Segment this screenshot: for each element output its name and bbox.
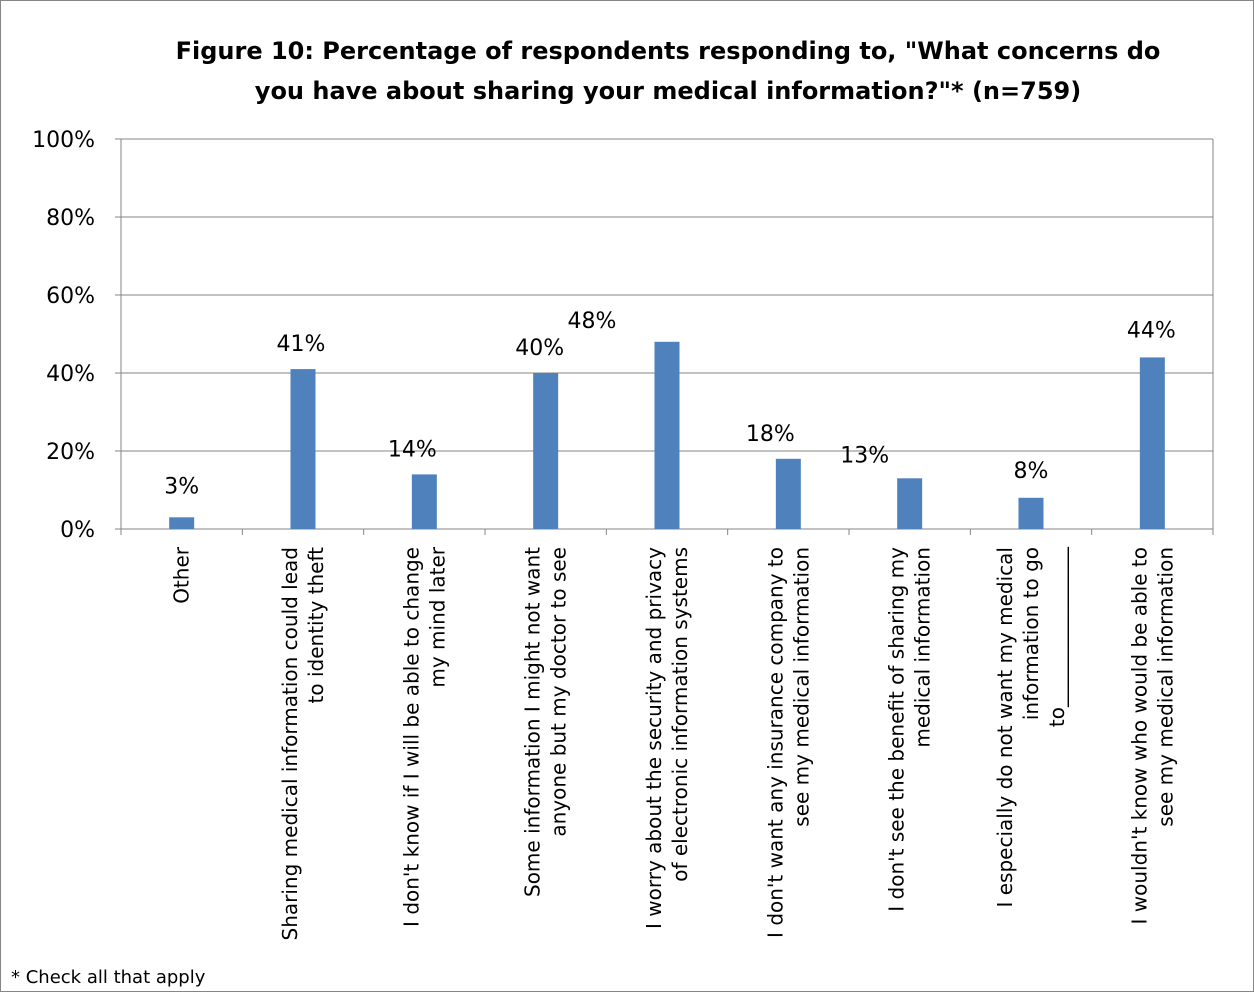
- data-label: 40%: [515, 336, 564, 361]
- data-labels: 3% 41% 14% 40%48% 18% 13% 8% 44%: [164, 309, 1176, 500]
- bar: [897, 478, 923, 529]
- y-tick-label: 20%: [46, 440, 95, 465]
- bar: [169, 517, 195, 529]
- data-label: 48%: [568, 309, 617, 334]
- chart-title-line: Figure 10: Percentage of respondents res…: [176, 37, 1161, 65]
- category-label: information to go: [1019, 547, 1043, 720]
- bar: [1139, 357, 1165, 529]
- footnote: * Check all that apply: [11, 967, 206, 988]
- data-label: 13%: [840, 443, 889, 468]
- category-label: medical information: [911, 547, 935, 748]
- category-label: of electronic information systems: [668, 547, 692, 882]
- data-label: 8%: [1014, 459, 1049, 484]
- category-label: I don't see the benefit of sharing my: [885, 547, 909, 912]
- y-axis-ticks: 0% 20% 40% 60% 80% 100%: [32, 128, 95, 543]
- bar: [290, 369, 316, 529]
- bar: [775, 458, 801, 529]
- y-tick-label: 40%: [46, 362, 95, 387]
- y-tick-label: 60%: [46, 284, 95, 309]
- bar: [1018, 497, 1044, 529]
- category-label: anyone but my doctor to see: [547, 547, 571, 837]
- chart-title: Figure 10: Percentage of respondents res…: [176, 37, 1161, 105]
- category-label: Other: [170, 546, 194, 604]
- category-label: to identity theft: [304, 547, 328, 704]
- category-label: I especially do not want my medical: [993, 547, 1017, 908]
- category-label: I wouldn't know who would be able to: [1127, 547, 1151, 924]
- data-label: 14%: [388, 437, 437, 462]
- category-label: see my medical information: [789, 547, 813, 827]
- category-label: Some information I might not want: [521, 547, 545, 897]
- category-label: see my medical information: [1153, 547, 1177, 827]
- x-axis-category-labels: Other Sharing medical information could l…: [170, 546, 1178, 940]
- category-label: I don't know if I will be able to change: [399, 547, 423, 927]
- y-tick-label: 100%: [32, 128, 95, 153]
- category-label: my mind later: [425, 546, 449, 687]
- data-label: 44%: [1127, 318, 1176, 343]
- data-label: 18%: [746, 422, 795, 447]
- chart-title-line: you have about sharing your medical info…: [255, 77, 1081, 105]
- y-tick-label: 0%: [60, 518, 95, 543]
- category-label: Sharing medical information could lead: [278, 547, 302, 940]
- bar: [533, 373, 559, 529]
- category-label: I worry about the security and privacy: [642, 547, 666, 929]
- y-tick-label: 80%: [46, 206, 95, 231]
- category-label: I don't want any insurance company to: [763, 547, 787, 938]
- category-label: to________________: [1045, 546, 1069, 727]
- footnote-text: * Check all that apply: [11, 967, 206, 988]
- data-label: 41%: [277, 332, 326, 357]
- data-label: 3%: [164, 474, 199, 499]
- bar: [411, 474, 437, 529]
- bars: [169, 341, 1165, 529]
- bar: [654, 341, 680, 529]
